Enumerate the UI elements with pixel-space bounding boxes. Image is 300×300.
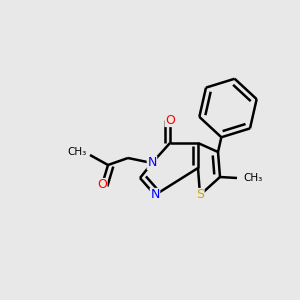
Text: S: S [196,188,204,202]
Text: N: N [150,188,160,202]
Text: CH₃: CH₃ [243,173,262,183]
Text: O: O [165,113,175,127]
Text: O: O [97,178,107,191]
Text: CH₃: CH₃ [68,147,87,157]
Text: N: N [147,157,157,169]
